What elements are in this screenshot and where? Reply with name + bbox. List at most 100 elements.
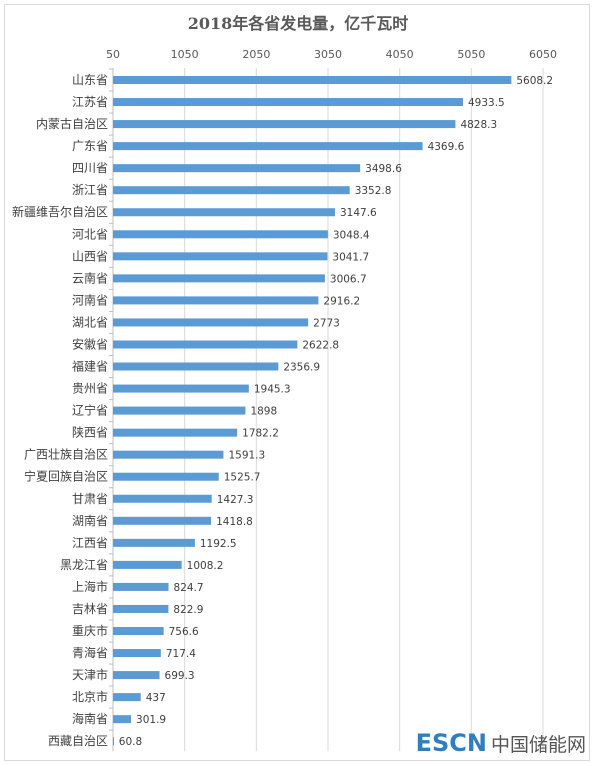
bar (113, 450, 224, 459)
data-label: 822.9 (173, 604, 203, 616)
category-label: 广西壮族自治区 (24, 448, 108, 462)
category-label: 湖北省 (72, 314, 108, 329)
bar (113, 406, 246, 415)
category-label: 甘肃省 (72, 492, 108, 506)
data-label: 717.4 (166, 648, 196, 660)
bar (113, 230, 328, 239)
category-label: 山东省 (72, 73, 108, 87)
data-label: 756.6 (169, 626, 199, 638)
data-label: 1591.3 (228, 450, 265, 462)
chart-frame (4, 4, 590, 761)
data-label: 437 (146, 692, 166, 704)
x-tick-label: 4050 (386, 48, 414, 61)
data-label: 3147.6 (340, 207, 377, 219)
category-label: 内蒙古自治区 (36, 116, 108, 131)
category-label: 贵州省 (72, 382, 108, 396)
watermark-logo: ESCN (415, 729, 487, 757)
bar (113, 362, 279, 371)
data-label: 4933.5 (468, 97, 505, 109)
data-label: 3498.6 (365, 163, 402, 175)
data-label: 5608.2 (516, 75, 553, 87)
data-label: 1008.2 (187, 560, 224, 572)
category-label: 上海市 (72, 579, 108, 594)
data-label: 3006.7 (330, 273, 367, 285)
bar (113, 671, 160, 680)
data-label: 1898 (250, 406, 277, 418)
bar (113, 274, 325, 283)
data-label: 4369.6 (428, 141, 465, 153)
data-label: 1525.7 (224, 472, 261, 484)
x-tick-label: 2050 (242, 48, 270, 61)
bar (113, 560, 182, 569)
bar (113, 120, 456, 129)
category-label: 宁夏回族自治区 (24, 469, 108, 484)
bar (113, 340, 298, 349)
x-tick-label: 5050 (457, 48, 485, 61)
category-label: 山西省 (72, 249, 108, 263)
category-label: 北京市 (72, 689, 108, 704)
category-label: 海南省 (72, 711, 108, 726)
data-label: 3041.7 (332, 251, 369, 263)
bar (113, 296, 319, 305)
category-label: 西藏自治区 (48, 734, 108, 748)
bar (113, 604, 169, 613)
bar (113, 186, 350, 195)
data-label: 1427.3 (217, 494, 254, 506)
category-label: 安徽省 (72, 336, 108, 351)
data-label: 2622.8 (302, 339, 339, 351)
bar (113, 252, 328, 261)
category-label: 重庆市 (72, 623, 108, 638)
bar (113, 98, 463, 107)
data-label: 3048.4 (333, 229, 370, 241)
data-label: 1782.2 (242, 428, 279, 440)
bar (113, 472, 219, 481)
category-label: 新疆维吾尔自治区 (12, 204, 108, 219)
category-label: 江苏省 (72, 95, 108, 109)
category-label: 四川省 (72, 161, 108, 175)
category-label: 江西省 (72, 536, 108, 550)
x-tick-label: 50 (106, 48, 120, 61)
category-label: 吉林省 (72, 602, 108, 616)
x-tick-label: 6050 (529, 48, 557, 61)
bar (113, 164, 361, 173)
bar (113, 516, 212, 525)
bar (113, 538, 195, 547)
category-label: 湖南省 (72, 513, 108, 528)
bar (113, 384, 249, 393)
bar (113, 76, 512, 84)
category-label: 云南省 (72, 270, 108, 285)
category-label: 天津市 (72, 667, 108, 682)
data-label: 824.7 (174, 582, 204, 594)
watermark: ESCN 中国储能网 (416, 729, 586, 757)
data-label: 301.9 (136, 714, 166, 726)
category-label: 青海省 (72, 645, 108, 660)
bar (113, 627, 164, 635)
bar (113, 208, 335, 217)
data-label: 2356.9 (283, 362, 320, 374)
category-label: 广东省 (72, 139, 108, 153)
watermark-text: 中国储能网 (490, 733, 586, 756)
data-label: 60.8 (119, 736, 142, 748)
data-label: 1192.5 (200, 538, 237, 550)
bar (113, 318, 309, 327)
data-label: 1945.3 (254, 384, 291, 396)
category-label: 福建省 (72, 359, 108, 374)
category-label: 河南省 (72, 292, 108, 307)
bar (113, 649, 161, 658)
category-label: 黑龙江省 (60, 558, 108, 572)
x-tick-label: 1050 (171, 48, 199, 61)
bar (113, 693, 141, 702)
data-label: 1418.8 (216, 516, 253, 528)
bar (113, 428, 238, 437)
data-label: 4828.3 (460, 119, 497, 131)
x-tick-label: 3050 (314, 48, 342, 61)
chart-title: 2018年各省发电量，亿千瓦时 (187, 14, 409, 33)
category-label: 陕西省 (72, 425, 108, 440)
category-label: 辽宁省 (72, 403, 108, 418)
bar (113, 582, 169, 591)
data-label: 3352.8 (355, 185, 392, 197)
data-label: 2773 (313, 317, 340, 329)
bar (113, 737, 114, 746)
category-label: 河北省 (72, 227, 108, 241)
